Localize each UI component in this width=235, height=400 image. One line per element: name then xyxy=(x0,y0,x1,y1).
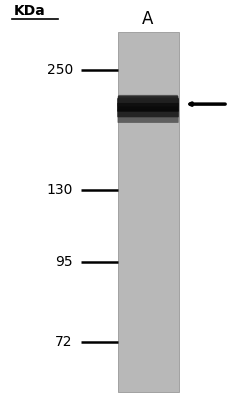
FancyBboxPatch shape xyxy=(118,96,178,106)
FancyBboxPatch shape xyxy=(117,98,179,112)
FancyBboxPatch shape xyxy=(117,103,179,117)
FancyBboxPatch shape xyxy=(118,95,178,103)
Text: 130: 130 xyxy=(47,183,73,197)
Text: 250: 250 xyxy=(47,63,73,77)
Text: 95: 95 xyxy=(55,255,73,269)
Text: KDa: KDa xyxy=(14,4,46,18)
Text: A: A xyxy=(142,10,154,28)
Text: 72: 72 xyxy=(55,335,73,349)
FancyBboxPatch shape xyxy=(118,109,179,123)
Bar xyxy=(118,32,179,392)
